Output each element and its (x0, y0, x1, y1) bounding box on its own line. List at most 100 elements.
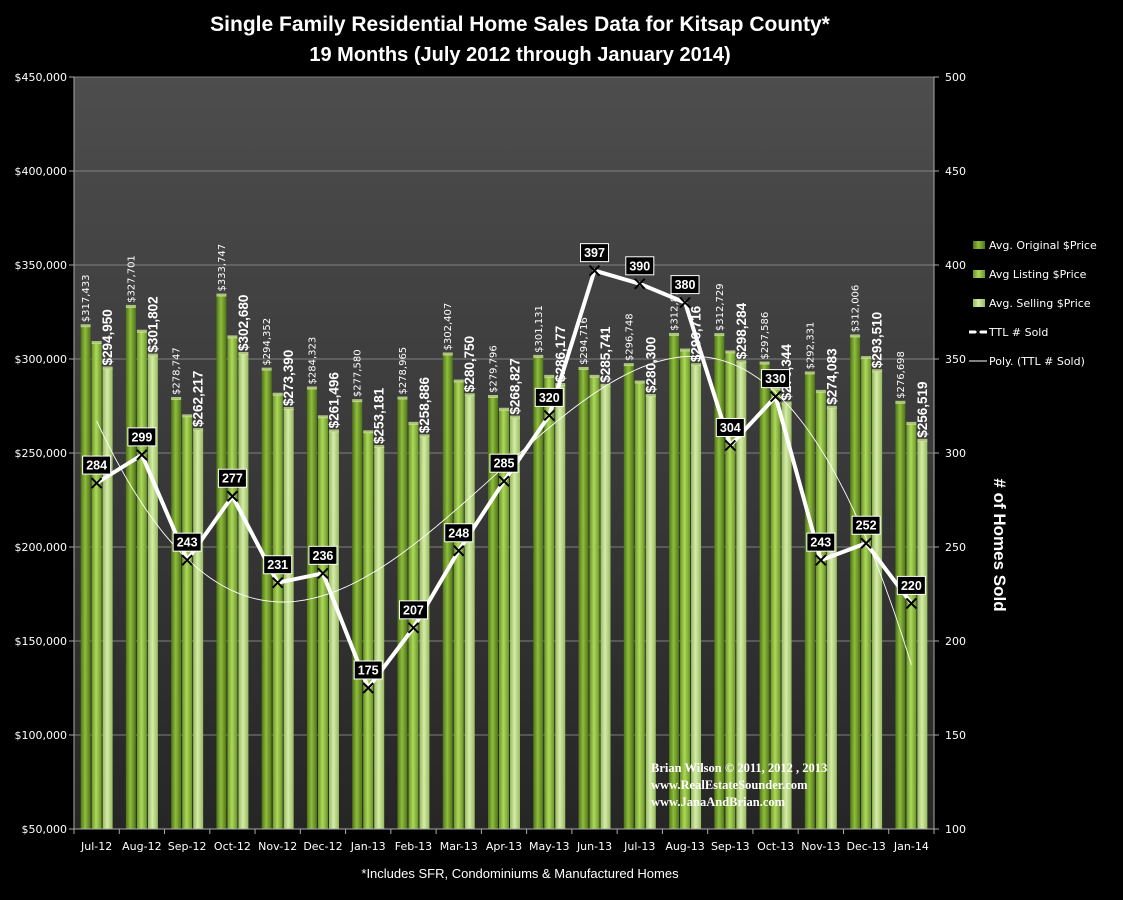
selling-price-bar-cap (691, 363, 702, 367)
original-price-bar-cap (623, 363, 634, 367)
selling-price-label: $273,390 (281, 350, 296, 406)
original-price-bar (759, 363, 770, 829)
original-price-bar-cap (895, 400, 906, 404)
sold-point-marker (679, 296, 691, 309)
original-price-bar-cap (669, 332, 680, 336)
selling-price-bar (374, 447, 385, 829)
listing-price-bar-cap (182, 414, 193, 418)
selling-price-bar (328, 431, 339, 829)
listing-price-bar (499, 409, 509, 829)
original-price-label: $327,701 (126, 255, 137, 303)
listing-price-bar (453, 381, 464, 829)
sold-point-marker (90, 477, 103, 489)
original-price-bar (488, 396, 498, 829)
selling-price-label: $280,300 (643, 337, 658, 393)
original-price-label: $294,352 (262, 318, 273, 366)
sold-label-box (398, 600, 428, 620)
original-price-bar (850, 336, 861, 829)
y-left-tick-label: $350,000 (15, 259, 68, 272)
sold-label-box (806, 532, 836, 552)
y-left-tick-label: $150,000 (15, 635, 68, 648)
selling-price-bar (691, 365, 702, 829)
original-price-label: $284,323 (307, 337, 318, 385)
listing-price-bar-cap (544, 374, 555, 378)
listing-price-bar (136, 331, 147, 829)
legend-original-price-swatch (973, 241, 985, 249)
listing-price-bar (634, 382, 645, 829)
sold-label-box (715, 417, 745, 437)
credits: Brian Wilson © 2011, 2012 , 2013 www.Rea… (651, 761, 827, 809)
x-tick-label: Aug-12 (122, 840, 161, 853)
selling-price-bar-cap (283, 407, 294, 411)
y-right-tick-label: 450 (945, 165, 966, 178)
y-right-tick-label: 300 (945, 447, 966, 460)
sold-count-label: 320 (539, 391, 560, 405)
y-left-tick-label: $250,000 (15, 447, 68, 460)
selling-price-label: $280,750 (462, 336, 477, 392)
selling-price-label: $256,519 (915, 381, 930, 437)
original-price-bar-cap (488, 394, 498, 398)
listing-price-bar (725, 352, 736, 829)
sold-label-box (580, 243, 610, 263)
original-price-label: $292,331 (805, 322, 816, 370)
listing-price-bar-cap (408, 421, 419, 425)
footnote: *Includes SFR, Condominiums & Manufactur… (361, 866, 679, 881)
selling-price-label: $253,181 (372, 387, 387, 444)
original-price-label: $278,747 (172, 347, 183, 395)
x-tick-label: Apr-13 (486, 840, 522, 853)
listing-price-bar-cap (815, 389, 826, 393)
sold-label-box (761, 369, 791, 389)
credit-line-3: www.JanaAndBrian.com (651, 795, 786, 809)
selling-price-label: $285,741 (598, 326, 613, 383)
sold-point-marker (181, 554, 193, 566)
selling-price-bar (238, 353, 249, 829)
sold-label-box (172, 532, 202, 552)
sold-label-box (217, 468, 247, 488)
original-price-bar-cap (80, 324, 91, 328)
chart-title: Single Family Residential Home Sales Dat… (210, 13, 830, 36)
listing-price-bar-cap (227, 335, 238, 339)
selling-price-bar (193, 430, 204, 829)
sold-count-label: 397 (584, 246, 605, 260)
original-price-bar (125, 306, 136, 829)
selling-price-bar (872, 371, 883, 829)
original-price-bar (171, 398, 182, 829)
listing-price-bar-cap (770, 387, 781, 391)
listing-price-bar-cap (272, 392, 283, 396)
original-price-bar (714, 335, 725, 829)
bars (80, 293, 928, 829)
sold-label-box (534, 387, 564, 407)
sold-point-marker (724, 439, 737, 452)
x-tick-label: Jan-14 (893, 840, 929, 853)
legend-listing-price-swatch (973, 270, 985, 278)
sold-count-label: 304 (720, 421, 741, 435)
selling-price-bar-cap (736, 360, 747, 364)
sold-count-label: 243 (177, 536, 198, 550)
original-price-label: $301,131 (534, 305, 545, 353)
sold-label-box (353, 660, 383, 680)
selling-price-bar-cap (464, 393, 475, 397)
selling-price-bar-cap (645, 394, 656, 398)
sold-point-marker (453, 545, 465, 557)
selling-price-bar (102, 368, 113, 829)
data-labels: $317,433 $294,950 $327,701 $301,802 $278,747… (81, 243, 930, 680)
x-tick-label: May-13 (529, 840, 570, 853)
selling-price-bar-cap (510, 415, 520, 419)
selling-price-bar (645, 396, 656, 829)
selling-price-bar-cap (917, 438, 928, 442)
sold-point-marker (815, 554, 827, 566)
legend-listing-price-text: Avg Listing $Price (989, 268, 1087, 281)
original-price-bar (80, 326, 91, 829)
selling-price-label: $268,827 (508, 358, 523, 414)
listing-price-bar (815, 391, 826, 829)
sold-count-label: 248 (448, 526, 469, 540)
y-left-tick-label: $200,000 (15, 541, 68, 554)
listing-price-bar-cap (363, 430, 374, 434)
original-price-bar (804, 373, 815, 829)
credit-line-1: Brian Wilson © 2011, 2012 , 2013 (651, 761, 827, 775)
selling-price-label: $296,716 (689, 305, 704, 362)
chart-subtitle: 19 Months (July 2012 through January 201… (309, 44, 730, 66)
original-price-bar (578, 368, 589, 829)
listing-price-bar (317, 417, 328, 829)
original-price-bar (669, 334, 680, 829)
